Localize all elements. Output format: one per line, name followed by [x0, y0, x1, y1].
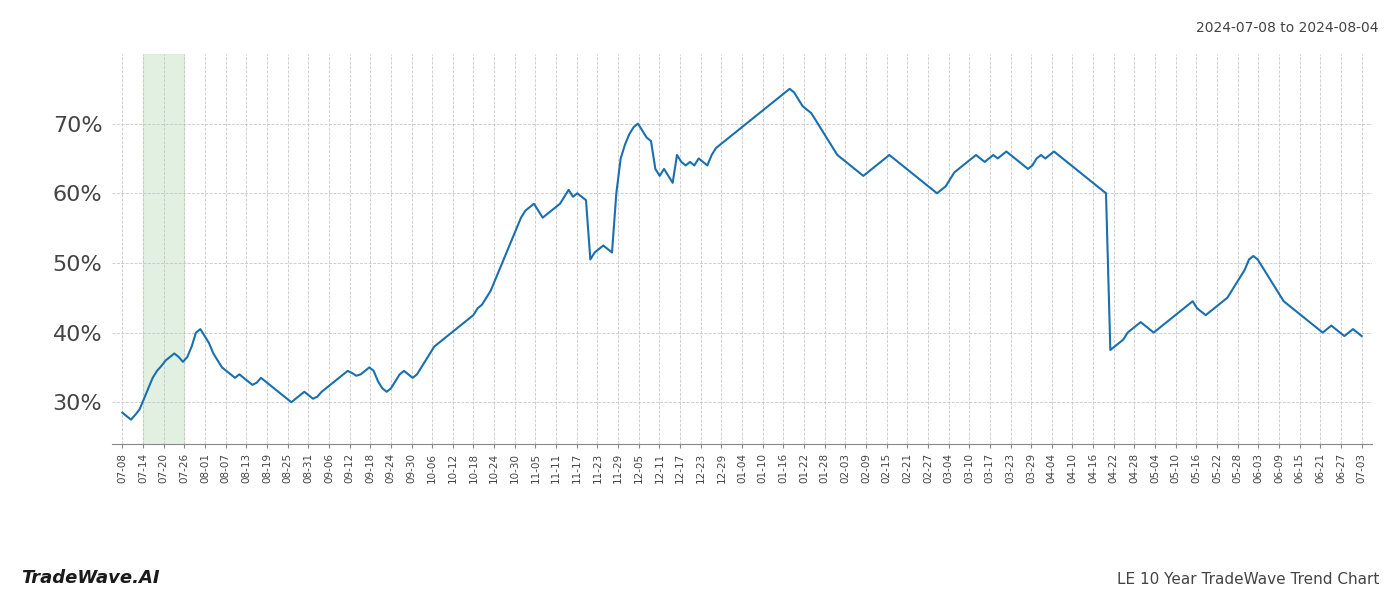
Text: 2024-07-08 to 2024-08-04: 2024-07-08 to 2024-08-04 — [1197, 21, 1379, 35]
Text: LE 10 Year TradeWave Trend Chart: LE 10 Year TradeWave Trend Chart — [1117, 572, 1379, 587]
Text: TradeWave.AI: TradeWave.AI — [21, 569, 160, 587]
Bar — [143, 54, 185, 444]
